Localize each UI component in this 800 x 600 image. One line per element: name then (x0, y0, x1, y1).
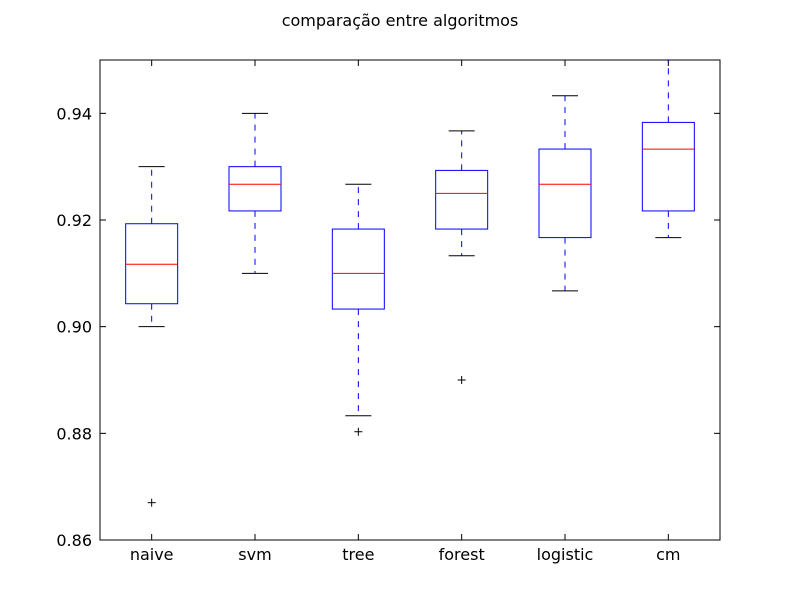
outlier-marker-naive (147, 498, 156, 507)
y-tick-label: 0.88 (56, 424, 92, 443)
x-tick-label-forest: forest (439, 545, 485, 564)
box-cm (641, 121, 695, 212)
y-tick-label: 0.94 (56, 104, 92, 123)
x-tick-label-naive: naive (130, 545, 174, 564)
x-tick-label-tree: tree (342, 545, 374, 564)
y-tick-label: 0.90 (56, 318, 92, 337)
x-tick-label-cm: cm (656, 545, 680, 564)
chart-title: comparação entre algoritmos (282, 11, 519, 30)
box-forest (435, 169, 489, 230)
x-tick-label-svm: svm (238, 545, 271, 564)
y-tick-label: 0.92 (56, 211, 92, 230)
box-tree (331, 228, 385, 310)
outlier-marker-forest (457, 376, 466, 384)
plot-area: 0.86 0.88 0.90 0.92 0.94 naive svm tree forest lo… (56, 59, 721, 564)
box-svm (228, 166, 282, 212)
box-logistic (538, 148, 592, 239)
box-naive (125, 223, 179, 305)
axes-frame (99, 59, 721, 541)
x-tick-label-logistic: logistic (537, 545, 594, 564)
outlier-marker-tree (354, 427, 363, 436)
y-tick-label: 0.86 (56, 531, 92, 550)
